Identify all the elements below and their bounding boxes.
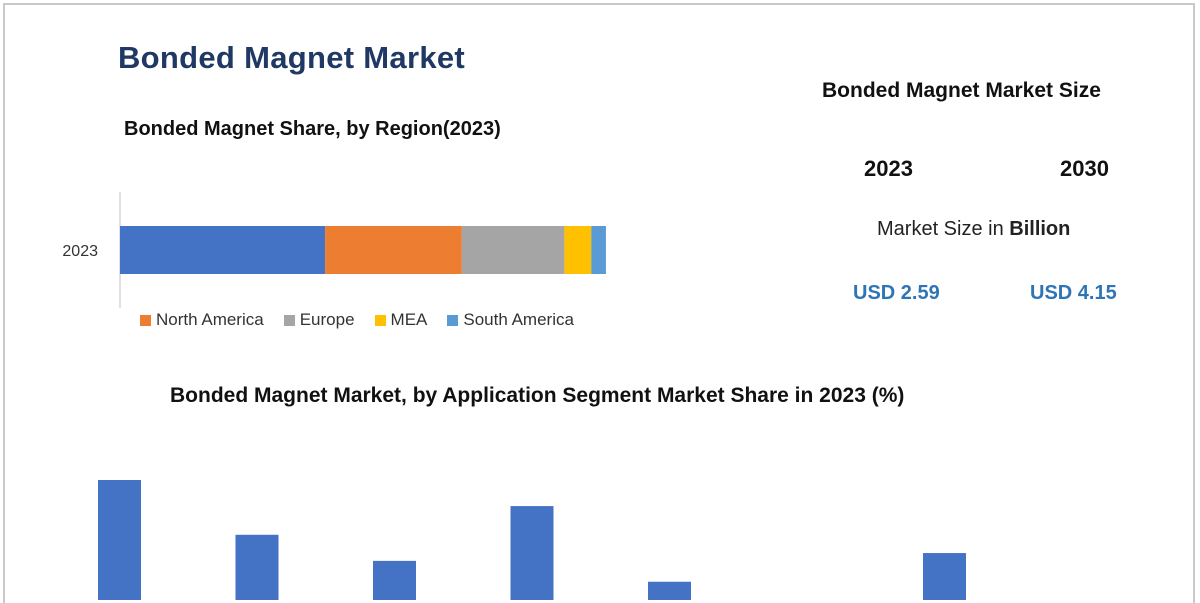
region-bar-segment-2 [461,226,565,274]
region-category-label: 2023 [62,243,98,260]
legend-swatch-0 [140,314,151,326]
application-chart-title: Bonded Magnet Market, by Application Seg… [170,384,905,407]
legend-item-1: Europe [283,310,355,330]
region-bar-segment-3 [564,226,592,274]
region-legend: North America Europe MEA South America [140,310,574,330]
application-bar-4 [648,581,691,600]
market-value-2023: USD 2.59 [853,282,940,304]
legend-swatch-3 [447,314,459,326]
application-bar-0 [98,480,141,600]
market-size-heading: Bonded Magnet Market Size [822,79,1101,102]
year-2030-label: 2030 [1060,156,1109,181]
region-bar-segment-1 [325,226,462,274]
unit-prefix: Market Size in [877,218,1010,240]
legend-item-2: MEA [374,310,428,330]
region-bar-segment-4 [591,226,606,274]
application-bar-1 [235,534,279,600]
region-bar-segment-0 [120,226,326,274]
application-bar-2 [373,560,416,600]
region-chart-title: Bonded Magnet Share, by Region(2023) [124,118,501,140]
legend-label-1: Europe [299,310,355,329]
market-size-unit: Market Size in Billion [877,218,1070,241]
application-bar-3 [510,506,554,600]
unit-bold: Billion [1009,218,1071,240]
application-bar-6 [923,553,966,600]
legend-item-0: North America [140,310,264,330]
legend-swatch-2 [374,314,386,326]
image-frame [3,3,1195,603]
legend-item-3: South America [447,310,574,330]
legend-swatch-1 [283,314,295,326]
market-value-2030: USD 4.15 [1030,282,1117,304]
page-title: Bonded Magnet Market [118,40,466,75]
legend-label-3: South America [463,310,574,329]
legend-label-2: MEA [390,310,428,329]
year-2023-label: 2023 [864,156,913,181]
legend-label-0: North America [156,310,264,329]
